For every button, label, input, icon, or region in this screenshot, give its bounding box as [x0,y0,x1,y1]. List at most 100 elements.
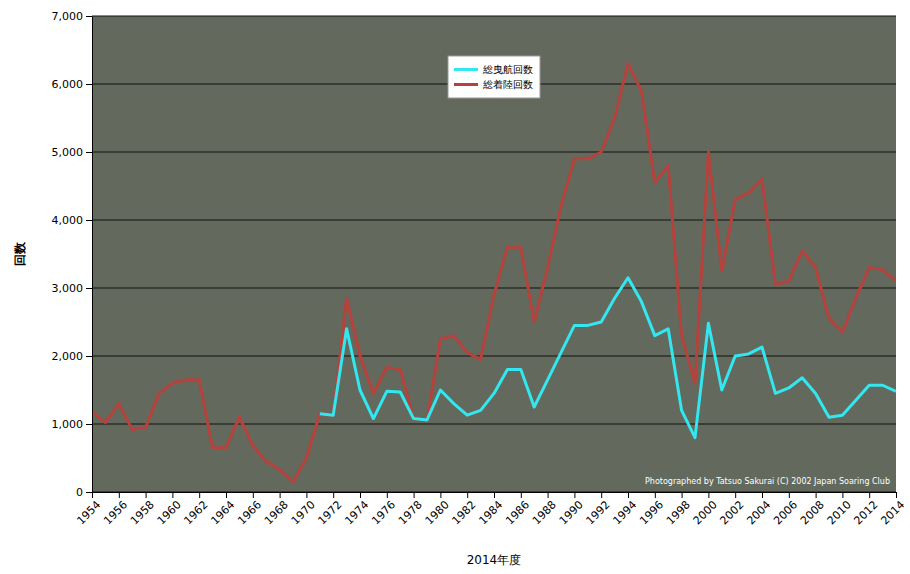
x-tick: 1990 [557,492,586,527]
grid-line [92,220,896,221]
y-tick-label: 0 [76,486,83,499]
marks [92,64,896,482]
x-tick: 1996 [637,492,666,527]
x-tick-mark [414,492,415,498]
x-tick-label: 1994 [610,498,639,527]
x-tick-mark [172,492,173,498]
photo-credit: Photographed by Tatsuo Sakurai (C) 2002 … [645,477,890,486]
x-tick-mark [682,492,683,498]
legend-swatch [454,83,478,86]
legend: 総曳航回数総着陸回数 [448,56,540,98]
grid-line [92,288,896,289]
x-tick: 2014 [878,492,907,527]
x-tick-label: 1988 [530,498,559,527]
x-tick-label: 2002 [718,498,747,527]
x-tick-mark [387,492,388,498]
x-tick: 1978 [396,492,425,527]
x-tick-label: 1962 [182,498,211,527]
x-tick-mark [548,492,549,498]
legend-label: 総着陸回数 [482,79,533,90]
y-tick-label: 4,000 [52,214,84,227]
x-tick-label: 1996 [637,498,666,527]
y-axis: 01,0002,0003,0004,0005,0006,0007,000 [52,10,93,499]
x-tick: 2012 [852,492,881,527]
x-tick: 1970 [289,492,318,527]
x-tick-label: 1972 [316,498,345,527]
x-tick: 1986 [503,492,532,527]
x-tick-label: 2014 [878,498,907,527]
x-tick-label: 1964 [208,498,237,527]
grid [92,16,896,492]
x-tick-mark [226,492,227,498]
y-tick-label: 5,000 [52,146,84,159]
series-line [92,64,896,482]
y-tick-label: 7,000 [52,10,84,23]
x-tick-mark [146,492,147,498]
x-axis: 1954195619581960196219641966196819701972… [74,492,907,527]
x-tick: 1988 [530,492,559,527]
x-tick: 2010 [825,492,854,527]
x-tick-mark [440,492,441,498]
y-tick: 7,000 [52,10,93,23]
legend-box [448,56,540,98]
y-tick: 4,000 [52,214,93,227]
x-tick-mark [467,492,468,498]
x-tick-mark [762,492,763,498]
x-tick-mark [708,492,709,498]
chart-root: 01,0002,0003,0004,0005,0006,0007,0001954… [0,0,910,574]
x-tick-mark [869,492,870,498]
x-tick-label: 1956 [101,498,130,527]
x-tick-mark [494,492,495,498]
x-axis-title: 2014年度 [467,553,522,567]
x-tick: 2006 [771,492,800,527]
x-tick-label: 1984 [476,498,505,527]
y-tick-label: 3,000 [52,282,84,295]
x-tick-label: 1958 [128,498,157,527]
y-tick: 6,000 [52,78,93,91]
y-axis-title: 回数 [13,241,27,266]
x-tick-label: 2008 [798,498,827,527]
x-tick-label: 1974 [342,498,371,527]
legend-label: 総曳航回数 [482,64,533,75]
y-tick: 1,000 [52,418,93,431]
x-tick-mark [628,492,629,498]
x-tick: 1954 [74,492,103,527]
x-tick: 1974 [342,492,371,527]
y-tick: 5,000 [52,146,93,159]
x-tick-mark [306,492,307,498]
x-tick: 1960 [155,492,184,527]
x-tick-label: 1982 [450,498,479,527]
grid-line [92,152,896,153]
x-tick: 1968 [262,492,291,527]
x-tick-label: 1978 [396,498,425,527]
x-tick-mark [521,492,522,498]
x-tick-mark [119,492,120,498]
x-tick: 1964 [208,492,237,527]
x-tick-label: 1960 [155,498,184,527]
y-tick-mark [86,16,92,17]
grid-line [92,356,896,357]
series-line [320,278,896,438]
y-tick: 3,000 [52,282,93,295]
x-tick-mark [574,492,575,498]
x-tick-label: 1992 [584,498,613,527]
x-tick-mark [842,492,843,498]
y-tick-mark [86,424,92,425]
y-axis-line [92,17,93,493]
y-tick-label: 6,000 [52,78,84,91]
x-tick: 1982 [450,492,479,527]
y-tick-mark [86,152,92,153]
x-tick: 1956 [101,492,130,527]
y-tick-mark [86,356,92,357]
y-tick-mark [86,492,92,493]
x-tick: 1958 [128,492,157,527]
x-tick-label: 2010 [825,498,854,527]
x-tick-label: 2000 [691,498,720,527]
x-tick-label: 1954 [74,498,103,527]
grid-line [92,16,896,17]
y-tick-label: 1,000 [52,418,84,431]
x-tick-label: 2006 [771,498,800,527]
x-tick-label: 2004 [744,498,773,527]
x-tick-label: 1998 [664,498,693,527]
x-tick: 1976 [369,492,398,527]
